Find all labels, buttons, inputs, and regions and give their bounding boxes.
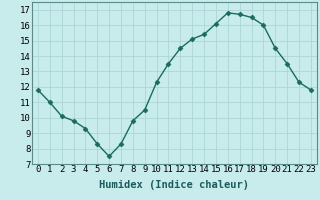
- X-axis label: Humidex (Indice chaleur): Humidex (Indice chaleur): [100, 180, 249, 190]
